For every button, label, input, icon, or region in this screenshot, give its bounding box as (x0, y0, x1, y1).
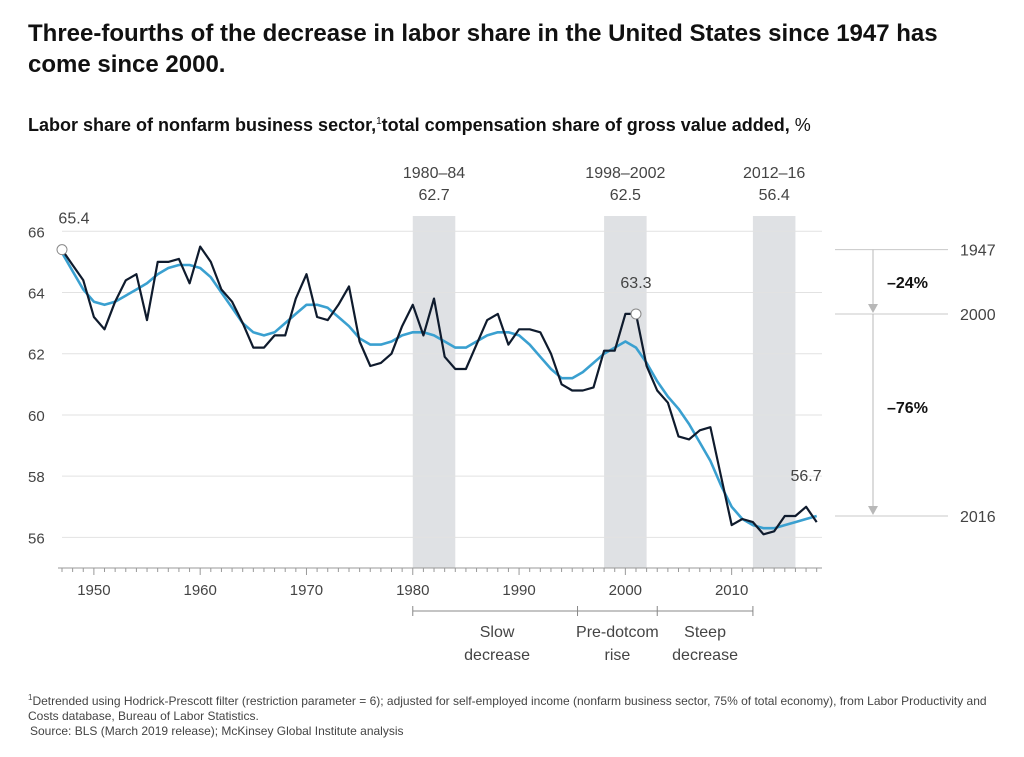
phase-label-line2: decrease (672, 647, 738, 664)
subtitle-footnote-marker: 1 (376, 116, 382, 127)
reference-label: 2000 (960, 307, 996, 324)
y-tick-label: 64 (28, 286, 45, 303)
x-tick-label: 2000 (609, 582, 642, 599)
x-tick-label: 1990 (502, 582, 535, 599)
shaded-period-0 (412, 216, 456, 568)
shaded-period-2 (752, 216, 796, 568)
change-arrow-head (868, 505, 878, 515)
y-tick-label: 56 (28, 530, 45, 547)
source-text: Source: BLS (March 2019 release); McKins… (30, 724, 404, 738)
change-label: –24% (887, 275, 928, 292)
x-tick-label: 1970 (290, 582, 323, 599)
subtitle-unit: % (789, 115, 811, 135)
phase-label-line1: Slow (480, 624, 515, 641)
x-tick-label: 1980 (396, 582, 429, 599)
period-label-years: 1980–84 (403, 165, 465, 182)
reference-label: 1947 (960, 243, 996, 260)
period-label-value: 62.7 (418, 187, 449, 204)
footnote: 1Detrended using Hodrick-Prescott filter… (28, 690, 1018, 739)
point-marker (56, 244, 68, 256)
phase-label-line1: Pre-dotcom (576, 624, 659, 641)
change-arrow-head (868, 303, 878, 313)
reference-label: 2016 (960, 509, 996, 526)
period-label-value: 62.5 (610, 187, 641, 204)
point-label: 65.4 (58, 211, 89, 228)
x-tick-label: 1950 (77, 582, 110, 599)
trend-line (60, 252, 818, 530)
phase-label-line2: rise (604, 647, 630, 664)
shaded-period-1 (604, 216, 647, 568)
y-tick-label: 66 (28, 224, 45, 241)
footnote-marker: 1 (28, 693, 33, 702)
change-label: –76% (887, 400, 928, 417)
point-label: 63.3 (620, 275, 651, 292)
x-tick-label: 1960 (183, 582, 216, 599)
point-label: 56.7 (790, 468, 821, 485)
period-label-value: 56.4 (759, 187, 790, 204)
phase-label-line2: decrease (464, 647, 530, 664)
labor-share-line (61, 245, 818, 536)
y-tick-label: 62 (28, 347, 45, 364)
y-tick-label: 60 (28, 408, 45, 425)
chart-subtitle: Labor share of nonfarm business sector,1… (28, 115, 811, 136)
chart-title: Three-fourths of the decrease in labor s… (28, 20, 938, 78)
subtitle-text-2: total compensation share of gross value … (381, 115, 790, 135)
phase-label-line1: Steep (684, 624, 726, 641)
labor-share-chart: 56 58 60 62 64 66 1950 1960 1970 1980 1990 2000 2010… (28, 165, 996, 664)
y-tick-label: 58 (28, 469, 45, 486)
x-tick-label: 2010 (715, 582, 748, 599)
footnote-text: Detrended using Hodrick-Prescott filter … (28, 694, 987, 723)
point-marker (630, 308, 642, 320)
subtitle-text: Labor share of nonfarm business sector, (28, 115, 377, 135)
period-label-years: 2012–16 (743, 165, 805, 182)
period-label-years: 1998–2002 (585, 165, 665, 182)
